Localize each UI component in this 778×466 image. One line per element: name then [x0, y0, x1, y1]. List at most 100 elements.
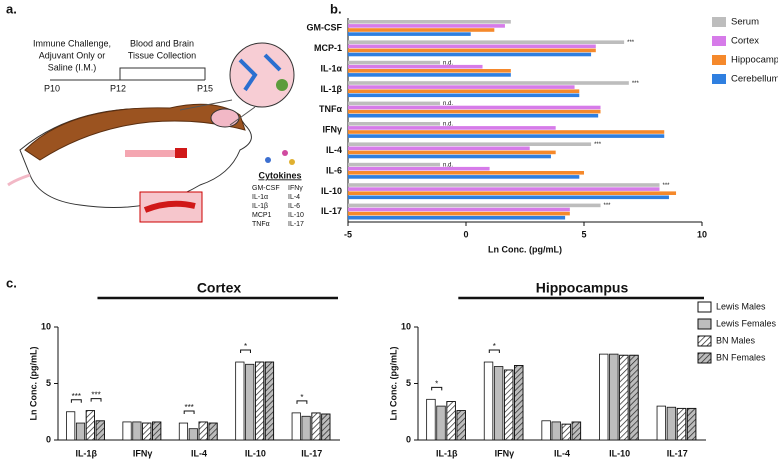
sig-bracket — [90, 398, 102, 402]
x-axis-label: Ln Conc. (pg/mL) — [488, 244, 562, 254]
bar — [348, 183, 660, 187]
bar — [426, 398, 436, 441]
panel-title: Cortex — [197, 280, 242, 296]
bar-hatch — [311, 412, 321, 441]
day-label: P15 — [197, 83, 213, 93]
bar — [348, 211, 570, 216]
bar — [188, 428, 198, 441]
legend-swatch — [712, 36, 726, 46]
bar — [348, 142, 592, 146]
bar-hatch — [561, 423, 571, 441]
day-label: P10 — [44, 83, 60, 93]
sig-mark: * — [493, 342, 496, 351]
annotation: *** — [627, 40, 635, 46]
bar — [348, 122, 441, 126]
bar — [599, 353, 609, 441]
bar-hatch — [514, 365, 524, 441]
y-tick-label: IL-1β — [321, 84, 343, 94]
sig-bracket — [431, 386, 443, 391]
y-tick-label: 10 — [41, 321, 51, 331]
sig-mark: *** — [72, 392, 81, 401]
rat-illustration — [7, 42, 295, 223]
bar — [348, 64, 483, 69]
legend-label: Lewis Females — [716, 318, 777, 328]
legend-label: Cerebellum — [731, 74, 778, 85]
bar — [348, 191, 677, 195]
cytokine: IL-1α — [252, 194, 268, 201]
y-tick-label: IL-6 — [326, 165, 342, 175]
bar-hatch — [254, 361, 265, 441]
bar — [609, 353, 619, 441]
x-tick-label: 10 — [697, 229, 707, 239]
timeline-text: Immune Challenge, — [33, 38, 111, 48]
annotation: *** — [604, 203, 612, 209]
bar — [348, 150, 556, 155]
bar — [348, 154, 551, 159]
annotation: n.d. — [443, 162, 453, 168]
y-tick-label: IFNγ — [322, 125, 342, 135]
x-tick-label: IL-10 — [609, 448, 630, 458]
bar — [656, 405, 667, 441]
bar — [541, 420, 551, 441]
bar — [348, 69, 511, 73]
y-axis-label: Ln Conc. (pg/mL) — [388, 347, 398, 421]
bar-hatch — [619, 354, 629, 441]
bar — [348, 60, 441, 65]
bar — [348, 134, 665, 138]
bar — [348, 48, 596, 53]
timeline-text: Blood and Brain — [130, 38, 194, 48]
bar-hatch — [321, 413, 331, 441]
cytokine: IL-4 — [288, 194, 300, 201]
bar — [436, 405, 446, 441]
bar — [348, 195, 669, 200]
bar — [348, 207, 570, 212]
legend-swatch — [712, 17, 726, 27]
bar — [348, 93, 580, 98]
sig-bracket — [296, 400, 308, 404]
bar-hatch — [152, 421, 162, 441]
bar — [245, 363, 255, 441]
bar — [348, 24, 505, 28]
cytokine: GM-CSF — [252, 185, 280, 192]
bar-hatch — [85, 410, 95, 441]
y-axis-label: Ln Conc. (pg/mL) — [28, 347, 38, 421]
y-tick-label: TNFα — [319, 104, 342, 114]
sig-bracket — [183, 410, 195, 415]
cytokines-title: Cytokines — [258, 170, 301, 180]
x-tick-label: IL-4 — [554, 448, 570, 458]
sig-mark: * — [435, 379, 438, 388]
bar — [493, 366, 504, 441]
y-tick-label: IL-4 — [326, 145, 342, 155]
bar — [348, 81, 629, 85]
bar — [348, 113, 599, 118]
bar-hatch — [456, 410, 466, 441]
timeline-text: Saline (I.M.) — [48, 62, 97, 72]
x-tick-label: 5 — [581, 229, 586, 239]
bar — [348, 171, 584, 175]
legend-swatch — [712, 55, 726, 65]
day-label: P12 — [110, 83, 126, 93]
bar-hatch — [264, 361, 275, 441]
x-tick-label: -5 — [344, 229, 352, 239]
y-tick-label: IL-10 — [321, 186, 342, 196]
bar-hatch — [208, 422, 218, 441]
bar — [483, 361, 494, 441]
cytokine: MCP1 — [252, 212, 272, 219]
sig-bracket — [70, 399, 82, 403]
legend-swatch — [697, 301, 712, 313]
bar — [348, 28, 495, 32]
panel-label: b. — [330, 1, 342, 16]
bar-hatch — [503, 369, 514, 441]
panel-label: a. — [6, 1, 17, 16]
bar-hatch — [571, 421, 582, 441]
annotation: n.d. — [443, 122, 453, 128]
x-tick-label: IL-4 — [191, 448, 207, 458]
bar — [348, 146, 530, 151]
legend-label: Hippocampus — [731, 55, 778, 66]
cytokine: IL-6 — [288, 203, 300, 210]
sig-mark: *** — [91, 391, 100, 400]
legend-swatch — [712, 74, 726, 84]
bar-hatch — [95, 420, 105, 441]
y-tick-label: MCP-1 — [314, 43, 342, 53]
legend-hatch — [697, 335, 712, 347]
